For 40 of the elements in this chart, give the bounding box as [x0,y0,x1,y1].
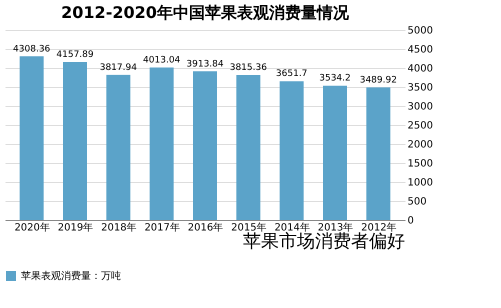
y-tick-label: 5000 [408,26,433,36]
bar [193,71,217,220]
y-tick-label: 3000 [408,102,433,112]
x-tick-label: 2019年 [58,222,94,234]
bar [20,56,44,220]
y-tick-label: 4000 [408,64,433,74]
data-label: 4013.04 [143,56,181,66]
y-tick-label: 1000 [408,178,433,188]
bar [236,75,260,220]
data-label: 4308.36 [13,44,51,54]
bar [150,68,174,220]
data-label: 3817.94 [100,62,138,73]
data-label: 4157.89 [56,50,94,60]
x-tick-label: 2013年 [318,222,354,234]
data-label: 3534.2 [319,74,351,84]
x-tick-label: 2016年 [188,222,224,234]
y-tick-label: 2500 [408,120,433,132]
y-tick-label: 0 [408,216,414,226]
text: 苹果市场消费者偏好 [243,231,405,252]
data-label: 3651.7 [276,69,308,80]
chart-title: 2012-2020年中国苹果表观消费量情况 [61,3,350,22]
x-tick-label: 2017年 [144,222,180,234]
y-tick-label: 1500 [408,158,433,170]
y-tick-label: 4500 [408,44,433,56]
data-label: 3815.36 [230,63,268,74]
data-label: 3489.92 [360,75,397,86]
data-label: 3913.84 [186,59,224,70]
x-tick-label: 2015年 [231,222,267,234]
bar [63,62,87,220]
x-tick-label: 2020年 [14,222,50,234]
y-tick-label: 2000 [408,140,433,150]
legend-label: 苹果表观消费量：万吨 [21,270,121,282]
bar [366,87,390,220]
bar [106,74,130,220]
y-tick-label: 3500 [408,82,433,94]
x-tick-label: 2012年 [361,222,397,234]
bar [280,81,304,220]
x-tick-label: 2018年 [101,222,137,234]
y-tick-label: 500 [408,196,427,208]
bar [323,86,347,220]
